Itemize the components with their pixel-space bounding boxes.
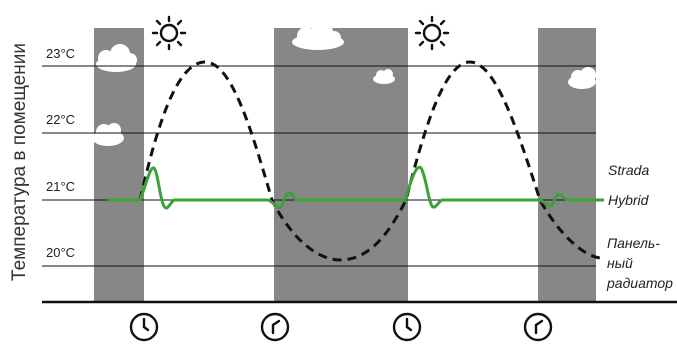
cloud-icon [292, 21, 344, 50]
sun-icon [151, 15, 187, 51]
clock-icon [392, 312, 422, 342]
series-panel-radiator [138, 60, 601, 262]
tick-label-20: 20°C [46, 245, 75, 260]
night-band-1 [94, 28, 144, 302]
tick-label-22: 22°C [46, 112, 75, 127]
clock-icon [523, 312, 553, 342]
series-hybrid [107, 165, 604, 210]
clock-icon [260, 312, 290, 342]
cloud-icon [373, 69, 395, 84]
series-label-strada: Strada [608, 162, 649, 178]
sun-icon [414, 15, 450, 51]
series-label-hybrid: Hybrid [608, 192, 650, 208]
series-label-panel-line1: Панель- [607, 235, 660, 251]
series-label-panel-line3: радиатор [606, 275, 673, 291]
cloud-icon [96, 44, 137, 72]
clock-icon [129, 312, 159, 342]
night-bands [94, 28, 596, 302]
cloud-icon [568, 67, 596, 89]
tick-label-21: 21°C [46, 179, 75, 194]
tick-label-23: 23°C [46, 46, 75, 61]
series-label-panel-line2: ный [607, 255, 633, 271]
clouds [92, 21, 596, 146]
y-axis-title: Температура в помещении [9, 43, 30, 281]
